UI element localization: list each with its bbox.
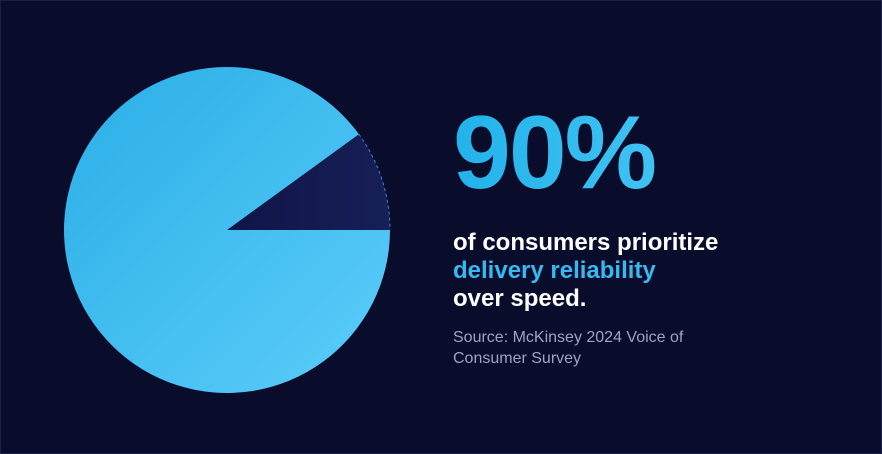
pie-slice-10 [227, 134, 390, 230]
headline-stat: 90% [453, 101, 863, 205]
source-citation: Source: McKinsey 2024 Voice of Consumer … [453, 329, 684, 367]
pie-slice-90 [64, 66, 391, 393]
statement-line-3: over speed. [453, 285, 587, 312]
pie-slice-rim [358, 133, 391, 231]
pie-chart [64, 66, 391, 393]
statement-line-1: of consumers prioritize [453, 229, 719, 256]
headline-block: 90% of consumers prioritize delivery rel… [453, 101, 863, 369]
statement-highlight: delivery reliability [453, 257, 656, 284]
headline-statement: of consumers prioritize delivery reliabi… [453, 229, 863, 313]
